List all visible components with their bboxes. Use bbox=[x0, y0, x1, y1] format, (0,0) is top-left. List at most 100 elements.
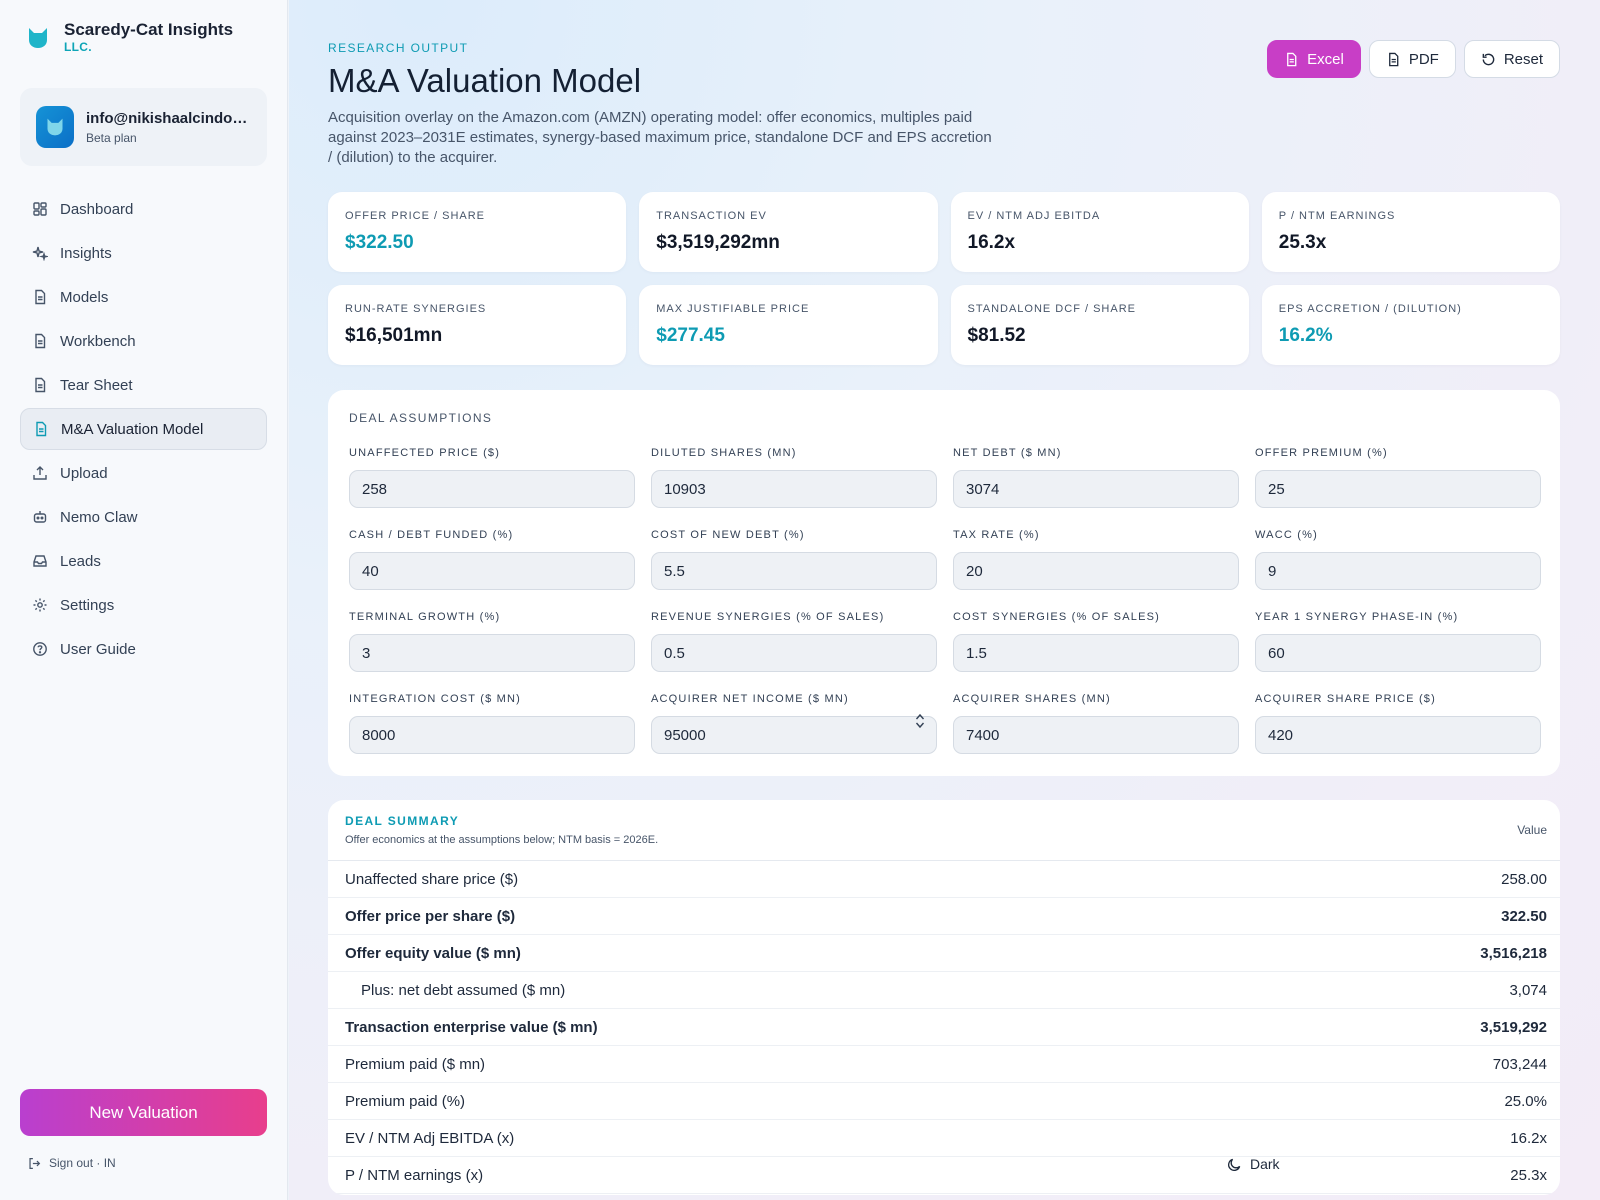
net-debt-input[interactable] bbox=[953, 470, 1239, 508]
field-label: TAX RATE (%) bbox=[953, 529, 1040, 541]
tax-rate-input[interactable] bbox=[953, 552, 1239, 590]
row-value: 322.50 bbox=[1501, 907, 1547, 925]
row-label: P / NTM earnings (x) bbox=[345, 1166, 484, 1184]
sidebar-item-label: Workbench bbox=[60, 332, 136, 350]
page-subtitle: Acquisition overlay on the Amazon.com (A… bbox=[328, 109, 992, 166]
diluted-shares-input[interactable] bbox=[651, 470, 937, 508]
row-label: Transaction enterprise value ($ mn) bbox=[345, 1018, 598, 1036]
field-label: OFFER PREMIUM (%) bbox=[1255, 447, 1388, 459]
reset-icon bbox=[1482, 53, 1495, 65]
row-label: Plus: net debt assumed ($ mn) bbox=[361, 981, 566, 999]
kpi-card: EV / NTM ADJ EBITDA 16.2x bbox=[950, 192, 1249, 272]
sidebar-item-leads[interactable]: Leads bbox=[20, 540, 267, 582]
synergy-phase-in-input[interactable] bbox=[1255, 634, 1541, 672]
kpi-value: $16,501mn bbox=[345, 325, 443, 346]
sidebar-item-label: User Guide bbox=[60, 640, 136, 658]
acquirer-net-income-input[interactable] bbox=[651, 716, 937, 754]
brand[interactable]: Scaredy-Cat Insights LLC. bbox=[26, 20, 233, 54]
section-title: DEAL ASSUMPTIONS bbox=[349, 411, 493, 425]
kpi-card: STANDALONE DCF / SHARE $81.52 bbox=[950, 285, 1249, 365]
acquirer-shares-input[interactable] bbox=[953, 716, 1239, 754]
integration-cost-input[interactable] bbox=[349, 716, 635, 754]
sign-out-link[interactable]: Sign out · IN bbox=[28, 1156, 116, 1170]
page-eyebrow: RESEARCH OUTPUT bbox=[328, 41, 469, 55]
summary-subtitle: Offer economics at the assumptions below… bbox=[345, 834, 659, 846]
table-row: Premium paid ($ mn) 703,244 bbox=[328, 1046, 1560, 1083]
upload-icon bbox=[33, 466, 47, 480]
terminal-growth-input[interactable] bbox=[349, 634, 635, 672]
sidebar-item-label: Dashboard bbox=[60, 200, 134, 218]
kpi-value: 25.3x bbox=[1278, 232, 1327, 253]
field-label: ACQUIRER NET INCOME ($ MN) bbox=[651, 693, 849, 705]
kpi-card: MAX JUSTIFIABLE PRICE $277.45 bbox=[639, 285, 938, 365]
sidebar-item-upload[interactable]: Upload bbox=[20, 452, 267, 494]
sidebar-item-models[interactable]: Models bbox=[20, 276, 267, 318]
assumption-fields: UNAFFECTED PRICE ($) DILUTED SHARES (MN)… bbox=[349, 447, 1541, 775]
user-email: info@nikishaalcindor.com bbox=[86, 109, 251, 127]
brand-name: Scaredy-Cat Insights bbox=[64, 20, 234, 39]
row-value: 25.3x bbox=[1510, 1166, 1547, 1184]
wacc-input[interactable] bbox=[1255, 552, 1541, 590]
field-label: YEAR 1 SYNERGY PHASE-IN (%) bbox=[1255, 611, 1459, 623]
user-card[interactable]: info@nikishaalcindor.com Beta plan bbox=[20, 88, 267, 166]
field-label: CASH / DEBT FUNDED (%) bbox=[349, 529, 514, 541]
kpi-label: STANDALONE DCF / SHARE bbox=[967, 303, 1136, 315]
sidebar-item-label: Settings bbox=[60, 596, 115, 614]
row-label: Offer equity value ($ mn) bbox=[345, 944, 521, 962]
kpi-label: OFFER PRICE / SHARE bbox=[345, 210, 486, 222]
field-acquirer-shares: ACQUIRER SHARES (MN) bbox=[953, 693, 1239, 775]
row-value: 3,074 bbox=[1509, 981, 1547, 999]
action-bar: Excel PDF Reset bbox=[1267, 40, 1560, 78]
user-plan: Beta plan bbox=[86, 130, 137, 145]
sidebar: Scaredy-Cat Insights LLC. info@nikishaal… bbox=[0, 0, 288, 1200]
unaffected-price-input[interactable] bbox=[349, 470, 635, 508]
kpi-card: TRANSACTION EV $3,519,292mn bbox=[639, 192, 938, 272]
kpi-card: P / NTM EARNINGS 25.3x bbox=[1261, 192, 1560, 272]
sign-out-icon bbox=[29, 1157, 41, 1169]
kpi-value: 16.2% bbox=[1278, 325, 1333, 346]
sparkles-icon bbox=[32, 246, 48, 261]
field-net-debt: NET DEBT ($ MN) bbox=[953, 447, 1239, 529]
sidebar-item-user-guide[interactable]: User Guide bbox=[20, 628, 267, 670]
sidebar-item-ma-valuation-model[interactable]: M&A Valuation Model bbox=[20, 408, 267, 450]
main-content: RESEARCH OUTPUT M&A Valuation Model Acqu… bbox=[289, 0, 1600, 1200]
sidebar-item-label: Nemo Claw bbox=[60, 508, 138, 526]
summary-title: DEAL SUMMARY bbox=[345, 814, 460, 828]
file-icon bbox=[1388, 52, 1399, 66]
row-value: 3,516,218 bbox=[1480, 944, 1547, 962]
sidebar-item-nemo-claw[interactable]: Nemo Claw bbox=[20, 496, 267, 538]
deal-assumptions-panel: DEAL ASSUMPTIONS UNAFFECTED PRICE ($) DI… bbox=[328, 390, 1560, 776]
row-label: Unaffected share price ($) bbox=[345, 870, 519, 888]
number-stepper-icon[interactable] bbox=[915, 711, 925, 731]
kpi-value: $3,519,292mn bbox=[656, 232, 780, 253]
cost-synergies-input[interactable] bbox=[953, 634, 1239, 672]
row-value: 258.00 bbox=[1501, 870, 1547, 888]
reset-button[interactable]: Reset bbox=[1463, 40, 1560, 78]
kpi-label: TRANSACTION EV bbox=[656, 210, 767, 222]
kpi-card: RUN-RATE SYNERGIES $16,501mn bbox=[328, 285, 627, 365]
field-label: ACQUIRER SHARES (MN) bbox=[953, 693, 1111, 705]
row-value: 25.0% bbox=[1504, 1092, 1547, 1110]
cost-of-new-debt-input[interactable] bbox=[651, 552, 937, 590]
cash-debt-funded-input[interactable] bbox=[349, 552, 635, 590]
offer-premium-input[interactable] bbox=[1255, 470, 1541, 508]
field-wacc: WACC (%) bbox=[1255, 529, 1541, 611]
moon-icon bbox=[1228, 1158, 1241, 1171]
row-label: Offer price per share ($) bbox=[345, 907, 516, 925]
export-excel-button[interactable]: Excel bbox=[1267, 40, 1361, 78]
table-row: P / NTM earnings (x) 25.3x bbox=[328, 1157, 1560, 1194]
sidebar-item-tear-sheet[interactable]: Tear Sheet bbox=[20, 364, 267, 406]
sidebar-item-workbench[interactable]: Workbench bbox=[20, 320, 267, 362]
revenue-synergies-input[interactable] bbox=[651, 634, 937, 672]
sidebar-item-dashboard[interactable]: Dashboard bbox=[20, 188, 267, 230]
brand-suffix: LLC. bbox=[64, 40, 92, 54]
acquirer-share-price-input[interactable] bbox=[1255, 716, 1541, 754]
export-pdf-button[interactable]: PDF bbox=[1368, 40, 1456, 78]
field-cost-of-new-debt: COST OF NEW DEBT (%) bbox=[651, 529, 937, 611]
dark-mode-toggle[interactable]: Dark bbox=[1227, 1156, 1280, 1172]
sidebar-item-insights[interactable]: Insights bbox=[20, 232, 267, 274]
sidebar-item-settings[interactable]: Settings bbox=[20, 584, 267, 626]
new-valuation-button[interactable]: New Valuation bbox=[20, 1089, 267, 1136]
field-integration-cost: INTEGRATION COST ($ MN) bbox=[349, 693, 635, 775]
sidebar-item-label: Leads bbox=[60, 552, 101, 570]
